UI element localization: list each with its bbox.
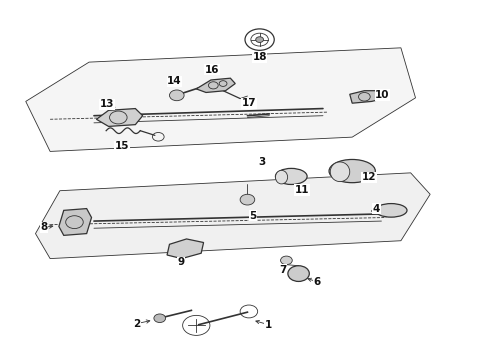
Circle shape bbox=[288, 266, 309, 282]
Text: 5: 5 bbox=[250, 211, 257, 221]
Ellipse shape bbox=[275, 170, 288, 184]
Text: 10: 10 bbox=[375, 90, 390, 100]
Polygon shape bbox=[59, 208, 92, 235]
Circle shape bbox=[256, 37, 264, 42]
Circle shape bbox=[170, 90, 184, 101]
Text: 2: 2 bbox=[133, 319, 141, 329]
Circle shape bbox=[154, 314, 166, 323]
Polygon shape bbox=[167, 239, 203, 258]
Ellipse shape bbox=[329, 159, 375, 183]
Text: 8: 8 bbox=[41, 222, 48, 232]
Circle shape bbox=[281, 256, 292, 265]
Text: 17: 17 bbox=[242, 98, 256, 108]
Text: 6: 6 bbox=[314, 277, 321, 287]
Ellipse shape bbox=[275, 168, 307, 184]
Text: 13: 13 bbox=[100, 99, 114, 109]
Text: 7: 7 bbox=[279, 265, 287, 275]
Text: 12: 12 bbox=[362, 172, 376, 183]
Ellipse shape bbox=[330, 162, 350, 181]
Text: 14: 14 bbox=[167, 76, 182, 86]
Text: 9: 9 bbox=[177, 257, 184, 267]
Ellipse shape bbox=[375, 203, 407, 217]
Polygon shape bbox=[26, 48, 416, 152]
Polygon shape bbox=[196, 78, 235, 93]
Text: 1: 1 bbox=[265, 320, 272, 330]
Text: 4: 4 bbox=[373, 203, 380, 213]
Polygon shape bbox=[97, 109, 143, 126]
Polygon shape bbox=[350, 91, 386, 103]
Text: 15: 15 bbox=[115, 141, 129, 151]
Text: 18: 18 bbox=[252, 53, 267, 63]
Polygon shape bbox=[35, 173, 430, 258]
Text: 11: 11 bbox=[295, 185, 309, 195]
Circle shape bbox=[240, 194, 255, 205]
Text: 16: 16 bbox=[205, 65, 219, 75]
Text: 3: 3 bbox=[258, 157, 265, 167]
